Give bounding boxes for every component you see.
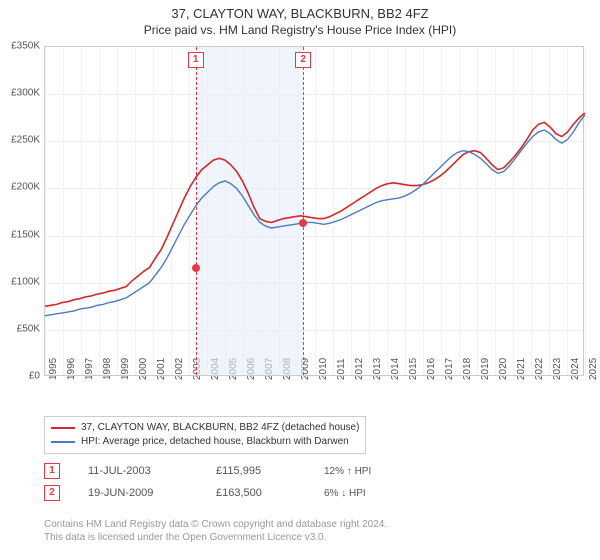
sale-row: 1 11-JUL-2003 £115,995 12% ↑ HPI — [44, 460, 584, 482]
sale-point — [192, 264, 200, 272]
ytick-label: £50K — [0, 323, 40, 334]
plot-area — [44, 46, 584, 376]
legend-swatch — [51, 427, 75, 429]
ytick-label: £300K — [0, 88, 40, 99]
legend: 37, CLAYTON WAY, BLACKBURN, BB2 4FZ (det… — [44, 416, 366, 454]
sale-price: £163,500 — [216, 487, 296, 499]
xtick-label: 2025 — [588, 358, 599, 380]
chart-container: 37, CLAYTON WAY, BLACKBURN, BB2 4FZ Pric… — [0, 0, 600, 560]
ytick-label: £250K — [0, 135, 40, 146]
series-price_paid — [45, 113, 585, 306]
sale-marker-icon: 1 — [188, 52, 204, 68]
series-hpi — [45, 115, 585, 316]
legend-swatch — [51, 441, 75, 443]
footer: Contains HM Land Registry data © Crown c… — [44, 518, 387, 544]
chart-title: 37, CLAYTON WAY, BLACKBURN, BB2 4FZ — [0, 0, 600, 21]
sale-price: £115,995 — [216, 465, 296, 477]
sale-marker-icon: 2 — [295, 52, 311, 68]
ytick-label: £350K — [0, 41, 40, 52]
footer-line-2: This data is licensed under the Open Gov… — [44, 531, 387, 544]
legend-label: 37, CLAYTON WAY, BLACKBURN, BB2 4FZ (det… — [81, 421, 359, 435]
sale-delta: 12% ↑ HPI — [324, 466, 371, 477]
ytick-label: £0 — [0, 371, 40, 382]
sale-date: 11-JUL-2003 — [88, 465, 188, 477]
legend-label: HPI: Average price, detached house, Blac… — [81, 435, 349, 449]
sale-marker-icon: 2 — [44, 485, 60, 501]
sale-delta: 6% ↓ HPI — [324, 488, 366, 499]
legend-item: 37, CLAYTON WAY, BLACKBURN, BB2 4FZ (det… — [51, 421, 359, 435]
ytick-label: £150K — [0, 229, 40, 240]
ytick-label: £200K — [0, 182, 40, 193]
sale-marker-icon: 1 — [44, 463, 60, 479]
footer-line-1: Contains HM Land Registry data © Crown c… — [44, 518, 387, 531]
legend-item: HPI: Average price, detached house, Blac… — [51, 435, 359, 449]
sale-date: 19-JUN-2009 — [88, 487, 188, 499]
sale-row: 2 19-JUN-2009 £163,500 6% ↓ HPI — [44, 482, 584, 504]
sales-table: 1 11-JUL-2003 £115,995 12% ↑ HPI 2 19-JUN-200… — [44, 460, 584, 504]
line-canvas — [45, 47, 583, 375]
sale-point — [299, 219, 307, 227]
chart-subtitle: Price paid vs. HM Land Registry's House … — [0, 21, 600, 41]
ytick-label: £100K — [0, 276, 40, 287]
